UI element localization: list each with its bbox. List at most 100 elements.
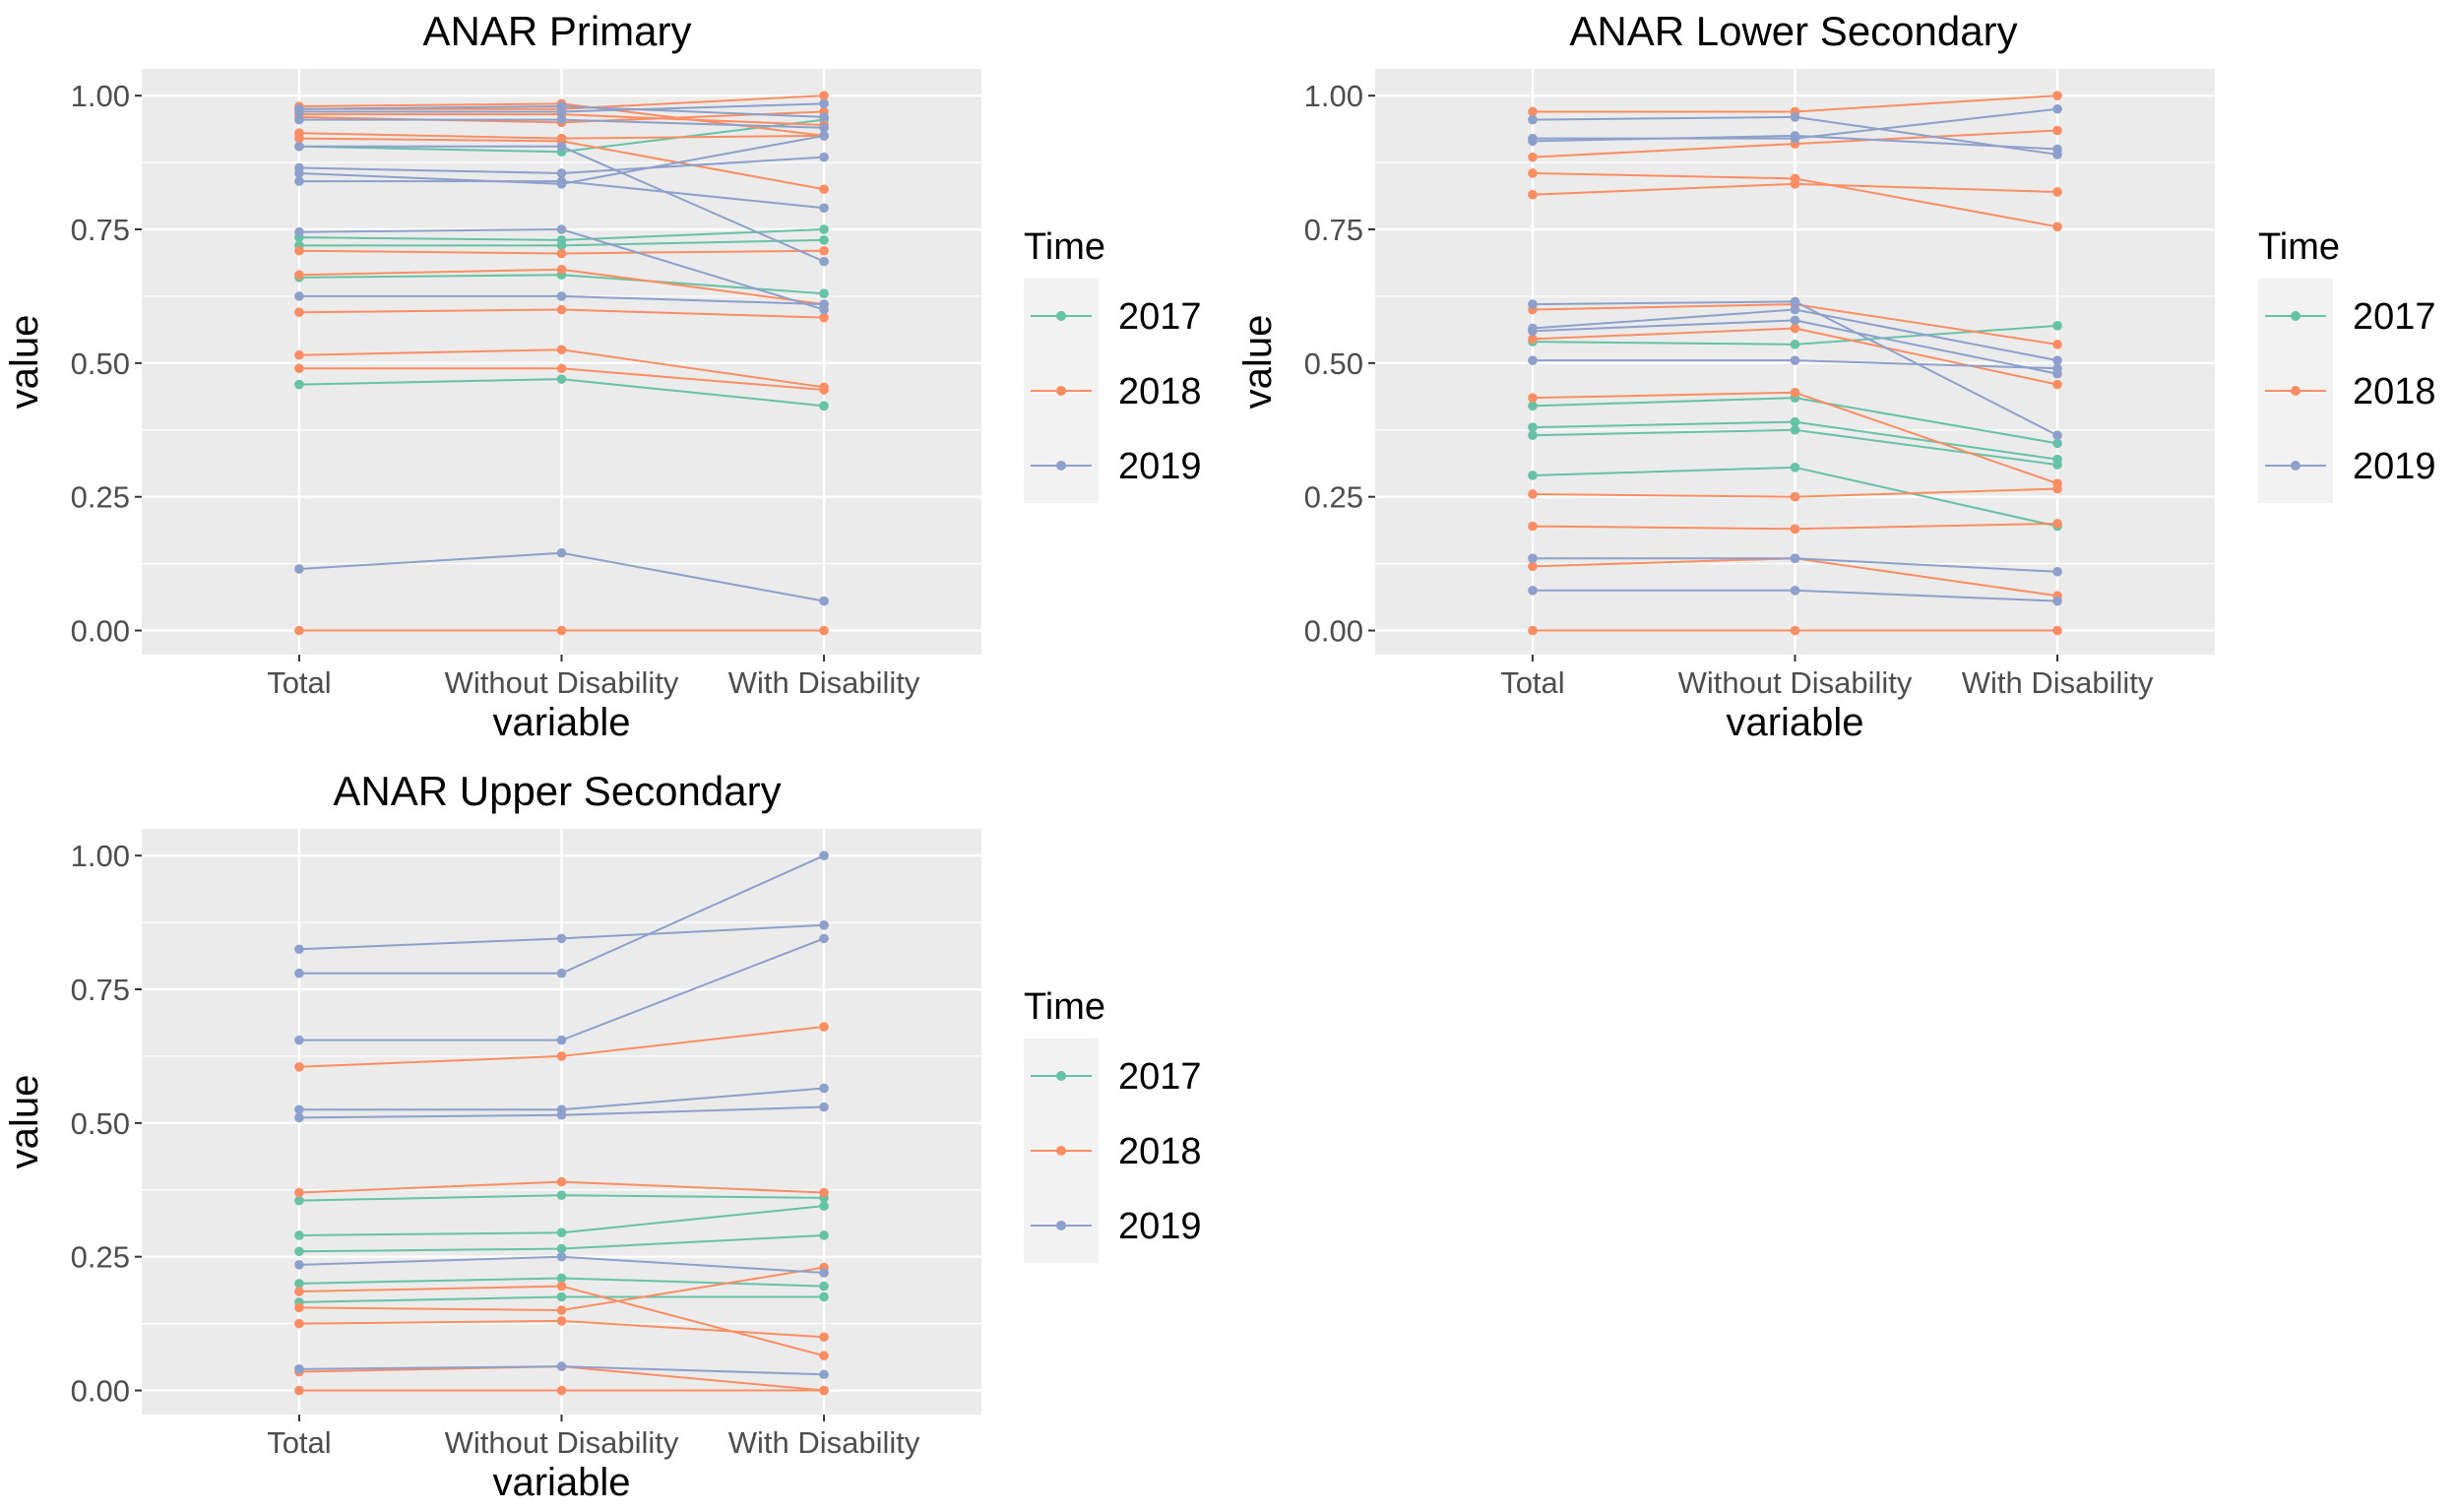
data-point-2017: [556, 240, 567, 251]
x-tick-label: With Disability: [728, 665, 920, 700]
data-point-2019: [556, 291, 567, 301]
data-point-2018: [294, 1187, 304, 1198]
legend-key-point: [2291, 461, 2300, 471]
data-point-2019: [819, 596, 829, 606]
data-point-2019: [556, 176, 567, 186]
data-point-2017: [819, 1292, 829, 1302]
data-point-2018: [2052, 340, 2062, 349]
legend-label-2019: 2019: [1118, 1206, 1202, 1247]
data-point-2018: [1790, 524, 1800, 535]
data-point-2018: [2052, 221, 2062, 232]
data-point-2019: [1528, 299, 1538, 309]
x-tick-label: Without Disability: [445, 665, 679, 700]
data-point-2018: [1528, 625, 1538, 636]
data-point-2018: [1790, 179, 1800, 189]
data-point-2018: [1528, 561, 1538, 572]
data-point-2018: [1528, 106, 1538, 117]
data-point-2019: [819, 131, 829, 141]
legend-key-point: [1056, 311, 1066, 321]
data-point-2018: [2052, 519, 2062, 529]
data-point-2019: [1790, 304, 1800, 315]
y-tick-label: 1.00: [71, 79, 130, 113]
data-point-2019: [819, 256, 829, 267]
legend-key-point: [1056, 1146, 1066, 1156]
data-point-2019: [294, 291, 304, 301]
data-point-2019: [1790, 131, 1800, 141]
data-point-2019: [1528, 114, 1538, 125]
y-tick-label: 0.25: [71, 1240, 130, 1275]
data-point-2018: [1790, 625, 1800, 636]
data-point-2019: [1790, 585, 1800, 596]
data-point-2019: [556, 933, 567, 944]
data-point-2018: [1528, 152, 1538, 162]
data-point-2019: [819, 1369, 829, 1380]
legend-title: Time: [1024, 986, 1105, 1028]
data-point-2017: [1528, 401, 1538, 411]
data-point-2018: [294, 625, 304, 636]
data-point-2019: [294, 114, 304, 125]
data-point-2019: [819, 203, 829, 214]
x-tick-label: Total: [267, 1425, 331, 1460]
data-point-2017: [294, 1230, 304, 1240]
data-point-2018: [294, 1302, 304, 1313]
data-point-2019: [556, 106, 567, 117]
y-tick-label: 0.75: [71, 973, 130, 1007]
data-point-2019: [2052, 363, 2062, 374]
data-point-2018: [294, 349, 304, 360]
data-point-2017: [1528, 422, 1538, 432]
data-point-2018: [1528, 489, 1538, 499]
legend-key-point: [1056, 1221, 1066, 1230]
y-tick-label: 1.00: [1304, 79, 1363, 113]
data-point-2018: [1790, 387, 1800, 398]
y-axis-label: value: [3, 1075, 46, 1169]
data-point-2019: [556, 1361, 567, 1371]
data-point-2019: [1790, 296, 1800, 307]
chart-panel-1: 0.00 0.25 0.50 0.75 1.00 Total Without Disabil…: [3, 8, 1202, 744]
data-point-2019: [294, 1260, 304, 1270]
data-point-2017: [2052, 460, 2062, 470]
data-point-2019: [1790, 355, 1800, 365]
data-point-2019: [556, 114, 567, 125]
data-point-2019: [2052, 355, 2062, 365]
data-point-2018: [819, 1187, 829, 1198]
data-point-2018: [819, 1022, 829, 1032]
x-tick-label: Total: [1500, 665, 1564, 700]
data-point-2019: [819, 1268, 829, 1278]
data-point-2018: [2052, 187, 2062, 197]
y-axis-label: value: [3, 315, 46, 410]
y-axis-label: value: [1236, 315, 1280, 410]
x-tick-label: With Disability: [1962, 665, 2154, 700]
data-point-2019: [819, 299, 829, 309]
data-point-2018: [2052, 483, 2062, 494]
data-point-2017: [819, 1281, 829, 1292]
legend-label-2019: 2019: [2353, 446, 2436, 487]
data-point-2019: [294, 1104, 304, 1115]
data-point-2019: [294, 176, 304, 186]
data-point-2019: [556, 1035, 567, 1045]
data-point-2017: [1790, 424, 1800, 435]
chart-title: ANAR Lower Secondary: [1569, 8, 2017, 54]
data-point-2017: [819, 288, 829, 299]
data-point-2018: [294, 1385, 304, 1396]
data-point-2019: [2052, 566, 2062, 577]
data-point-2019: [294, 968, 304, 978]
data-point-2017: [294, 379, 304, 390]
x-tick-label: Without Disability: [445, 1425, 679, 1460]
data-point-2019: [294, 944, 304, 955]
data-point-2018: [1528, 521, 1538, 532]
data-point-2018: [1528, 168, 1538, 178]
data-point-2019: [819, 112, 829, 122]
legend-key-point: [1056, 386, 1066, 396]
legend-key-point: [1056, 461, 1066, 471]
data-point-2018: [1790, 323, 1800, 334]
x-tick-label: Total: [267, 665, 331, 700]
data-point-2017: [819, 1201, 829, 1211]
data-point-2017: [294, 1195, 304, 1206]
data-point-2018: [556, 345, 567, 355]
data-point-2018: [556, 1176, 567, 1187]
data-point-2017: [294, 1246, 304, 1257]
y-tick-label: 0.00: [1304, 614, 1363, 649]
data-point-2018: [2052, 625, 2062, 636]
legend-label-2018: 2018: [1118, 371, 1202, 412]
legend: Time 2017 2018 2019: [2258, 226, 2436, 503]
